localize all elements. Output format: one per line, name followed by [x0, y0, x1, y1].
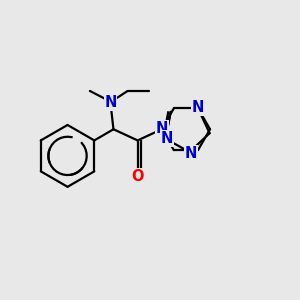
- Text: N: N: [104, 95, 117, 110]
- Text: O: O: [131, 169, 144, 184]
- Text: N: N: [192, 100, 204, 115]
- Text: N: N: [161, 131, 173, 146]
- Text: N: N: [185, 146, 197, 161]
- Text: N: N: [156, 121, 168, 136]
